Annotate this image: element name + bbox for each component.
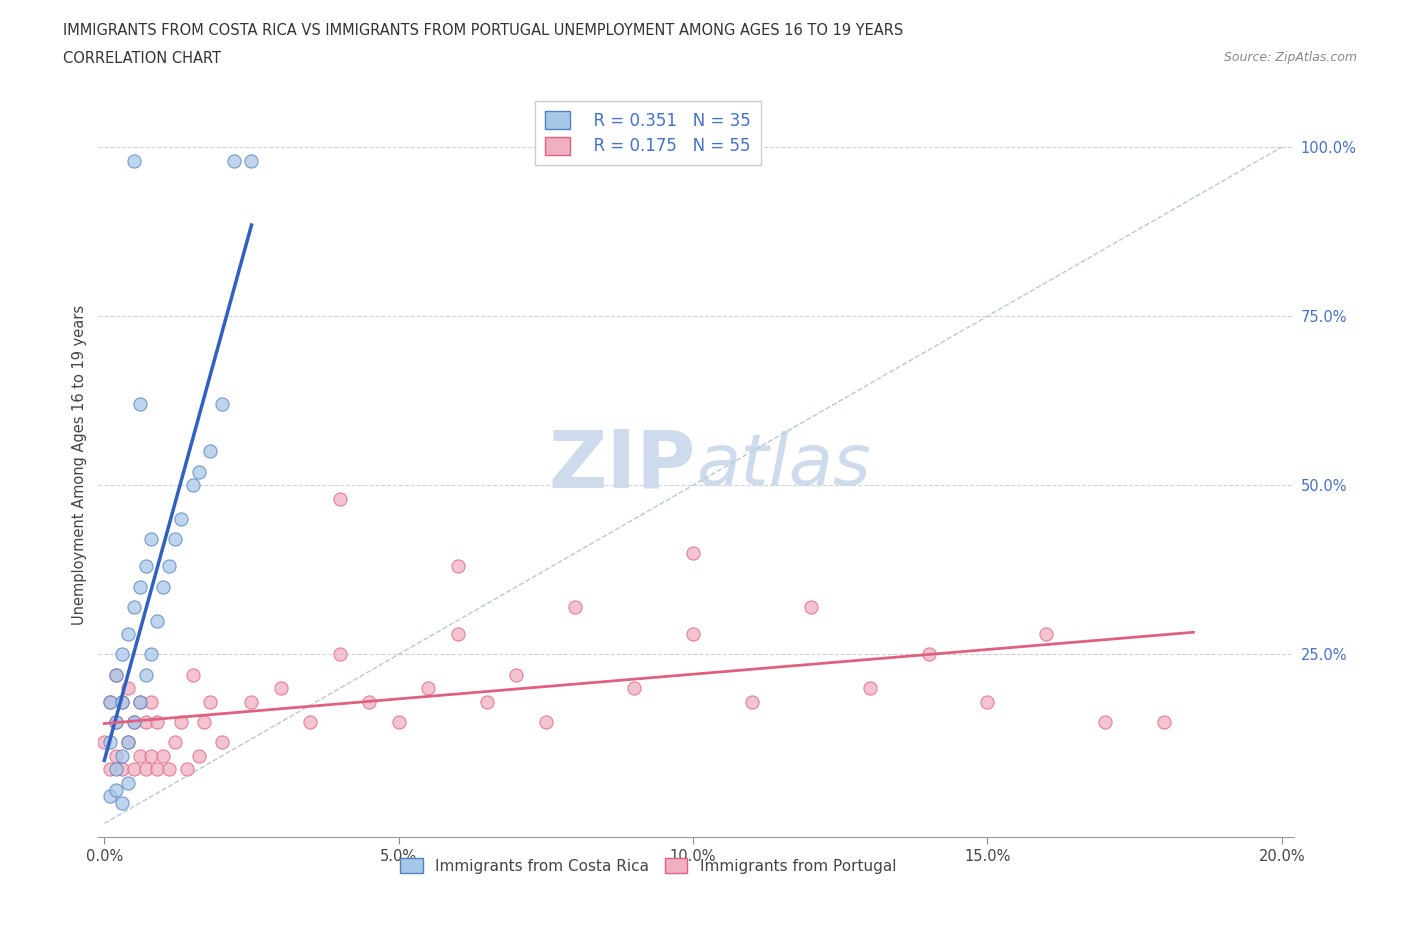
Point bbox=[163, 532, 186, 547]
Point bbox=[128, 695, 150, 710]
Point bbox=[329, 491, 352, 506]
Point bbox=[117, 735, 139, 750]
Point bbox=[152, 579, 174, 594]
Point bbox=[859, 681, 882, 696]
Point bbox=[187, 749, 209, 764]
Point bbox=[105, 749, 128, 764]
Legend: Immigrants from Costa Rica, Immigrants from Portugal: Immigrants from Costa Rica, Immigrants f… bbox=[392, 850, 904, 882]
Point bbox=[98, 762, 121, 777]
Point bbox=[111, 695, 134, 710]
Point bbox=[93, 735, 115, 750]
Point bbox=[211, 397, 233, 412]
Point bbox=[170, 714, 193, 729]
Point bbox=[146, 714, 169, 729]
Point bbox=[152, 749, 174, 764]
Point bbox=[917, 647, 939, 662]
Text: atlas: atlas bbox=[696, 431, 870, 499]
Point bbox=[105, 762, 128, 777]
Point bbox=[299, 714, 322, 729]
Point bbox=[141, 647, 163, 662]
Point bbox=[128, 397, 150, 412]
Point bbox=[200, 695, 222, 710]
Point bbox=[122, 762, 145, 777]
Text: IMMIGRANTS FROM COSTA RICA VS IMMIGRANTS FROM PORTUGAL UNEMPLOYMENT AMONG AGES 1: IMMIGRANTS FROM COSTA RICA VS IMMIGRANTS… bbox=[63, 23, 904, 38]
Point bbox=[446, 627, 468, 642]
Point bbox=[111, 647, 134, 662]
Point bbox=[446, 559, 468, 574]
Point bbox=[117, 776, 139, 790]
Point bbox=[111, 695, 134, 710]
Point bbox=[270, 681, 292, 696]
Y-axis label: Unemployment Among Ages 16 to 19 years: Unemployment Among Ages 16 to 19 years bbox=[72, 305, 87, 625]
Point bbox=[111, 796, 134, 811]
Point bbox=[193, 714, 215, 729]
Point bbox=[105, 667, 128, 682]
Point bbox=[475, 695, 498, 710]
Point bbox=[105, 714, 128, 729]
Point bbox=[564, 600, 586, 615]
Point bbox=[682, 546, 704, 561]
Point bbox=[134, 762, 156, 777]
Point bbox=[181, 478, 204, 493]
Point bbox=[122, 714, 145, 729]
Point bbox=[111, 749, 134, 764]
Point bbox=[128, 695, 150, 710]
Point bbox=[105, 714, 128, 729]
Point bbox=[240, 153, 263, 168]
Point bbox=[122, 153, 145, 168]
Point bbox=[98, 735, 121, 750]
Point bbox=[200, 444, 222, 458]
Point bbox=[128, 749, 150, 764]
Point bbox=[157, 762, 180, 777]
Point bbox=[157, 559, 180, 574]
Point bbox=[122, 714, 145, 729]
Point bbox=[682, 627, 704, 642]
Point bbox=[141, 532, 163, 547]
Point bbox=[146, 762, 169, 777]
Point bbox=[141, 695, 163, 710]
Point bbox=[211, 735, 233, 750]
Point bbox=[976, 695, 998, 710]
Point bbox=[105, 782, 128, 797]
Point bbox=[170, 512, 193, 526]
Point bbox=[1035, 627, 1057, 642]
Point bbox=[146, 613, 169, 628]
Point bbox=[388, 714, 411, 729]
Point bbox=[1153, 714, 1175, 729]
Text: Source: ZipAtlas.com: Source: ZipAtlas.com bbox=[1223, 51, 1357, 64]
Point bbox=[98, 695, 121, 710]
Point bbox=[329, 647, 352, 662]
Point bbox=[222, 153, 245, 168]
Point bbox=[141, 749, 163, 764]
Point bbox=[359, 695, 381, 710]
Point bbox=[117, 627, 139, 642]
Point bbox=[176, 762, 198, 777]
Point bbox=[1094, 714, 1116, 729]
Point bbox=[117, 735, 139, 750]
Point bbox=[134, 559, 156, 574]
Point bbox=[163, 735, 186, 750]
Point bbox=[800, 600, 823, 615]
Point bbox=[122, 600, 145, 615]
Point bbox=[534, 714, 557, 729]
Point bbox=[98, 695, 121, 710]
Point bbox=[111, 762, 134, 777]
Point bbox=[128, 579, 150, 594]
Point bbox=[134, 667, 156, 682]
Point bbox=[187, 464, 209, 479]
Point bbox=[623, 681, 645, 696]
Point bbox=[416, 681, 439, 696]
Point bbox=[134, 714, 156, 729]
Point bbox=[181, 667, 204, 682]
Point bbox=[117, 681, 139, 696]
Point bbox=[240, 695, 263, 710]
Point bbox=[505, 667, 527, 682]
Point bbox=[741, 695, 763, 710]
Point bbox=[105, 667, 128, 682]
Point bbox=[98, 789, 121, 804]
Text: CORRELATION CHART: CORRELATION CHART bbox=[63, 51, 221, 66]
Text: ZIP: ZIP bbox=[548, 426, 696, 504]
